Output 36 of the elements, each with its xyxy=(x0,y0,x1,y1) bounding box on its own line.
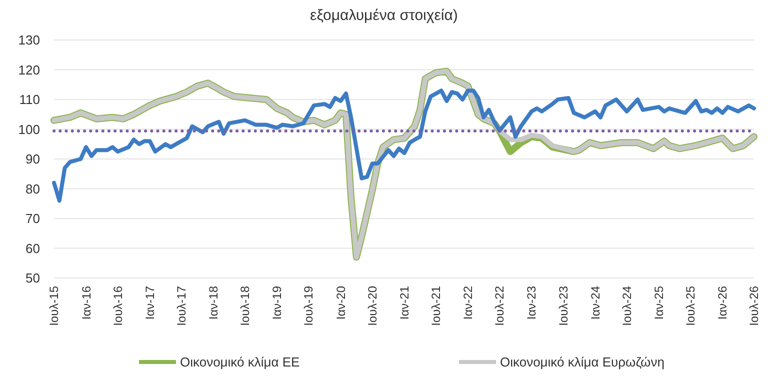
x-tick-label: Ιαν-25 xyxy=(652,286,666,320)
x-tick-label: Ιαν-18 xyxy=(206,286,221,320)
y-tick-label: 130 xyxy=(18,32,40,48)
y-tick-label: 70 xyxy=(26,211,40,226)
x-tick-label: Ιουλ-19 xyxy=(302,286,316,326)
x-tick-label: Ιουλ-18 xyxy=(238,286,252,326)
x-tick-label: Ιουλ-25 xyxy=(684,286,698,326)
x-tick-label: Ιουλ-15 xyxy=(47,286,62,326)
x-tick-label: Ιουλ-21 xyxy=(429,286,444,326)
y-tick-label: 60 xyxy=(26,240,40,256)
x-tick-label: Ιουλ-26 xyxy=(747,286,762,326)
y-tick-label: 120 xyxy=(18,62,40,78)
x-tick-label: Ιαν-26 xyxy=(716,286,730,320)
x-tick-label: Ιαν-17 xyxy=(143,286,158,320)
x-tick-label: Ιαν-16 xyxy=(79,286,94,320)
chart-title: εξομαλυμένα στοιχεία) xyxy=(310,7,458,24)
x-tick-label: Ιουλ-20 xyxy=(365,286,380,326)
x-tick-label: Ιαν-24 xyxy=(588,286,602,320)
x-tick-label: Ιουλ-24 xyxy=(620,286,634,326)
x-tick-label: Ιαν-21 xyxy=(398,286,412,320)
legend-label: Οικονομικό κλίμα ΕΕ xyxy=(180,354,300,370)
x-tick-label: Ιουλ-16 xyxy=(110,286,125,326)
line-series xyxy=(52,88,756,203)
y-tick-label: 50 xyxy=(26,270,40,286)
x-tick-label: Ιαν-22 xyxy=(461,286,476,320)
x-tick-label: Ιουλ-17 xyxy=(174,286,189,326)
y-tick-label: 90 xyxy=(26,152,40,167)
x-tick-label: Ιαν-19 xyxy=(270,286,284,320)
x-tick-label: Ιαν-23 xyxy=(524,286,539,320)
legend-label: Οικονομικό κλίμα Ευρωζώνη xyxy=(500,354,664,370)
x-tick-label: Ιαν-20 xyxy=(334,286,348,320)
y-tick-label: 80 xyxy=(26,181,40,196)
y-tick-label: 110 xyxy=(19,92,40,108)
x-tick-label: Ιουλ-22 xyxy=(492,286,507,326)
y-tick-label: 100 xyxy=(18,122,40,137)
x-tick-label: Ιουλ-23 xyxy=(556,286,570,326)
